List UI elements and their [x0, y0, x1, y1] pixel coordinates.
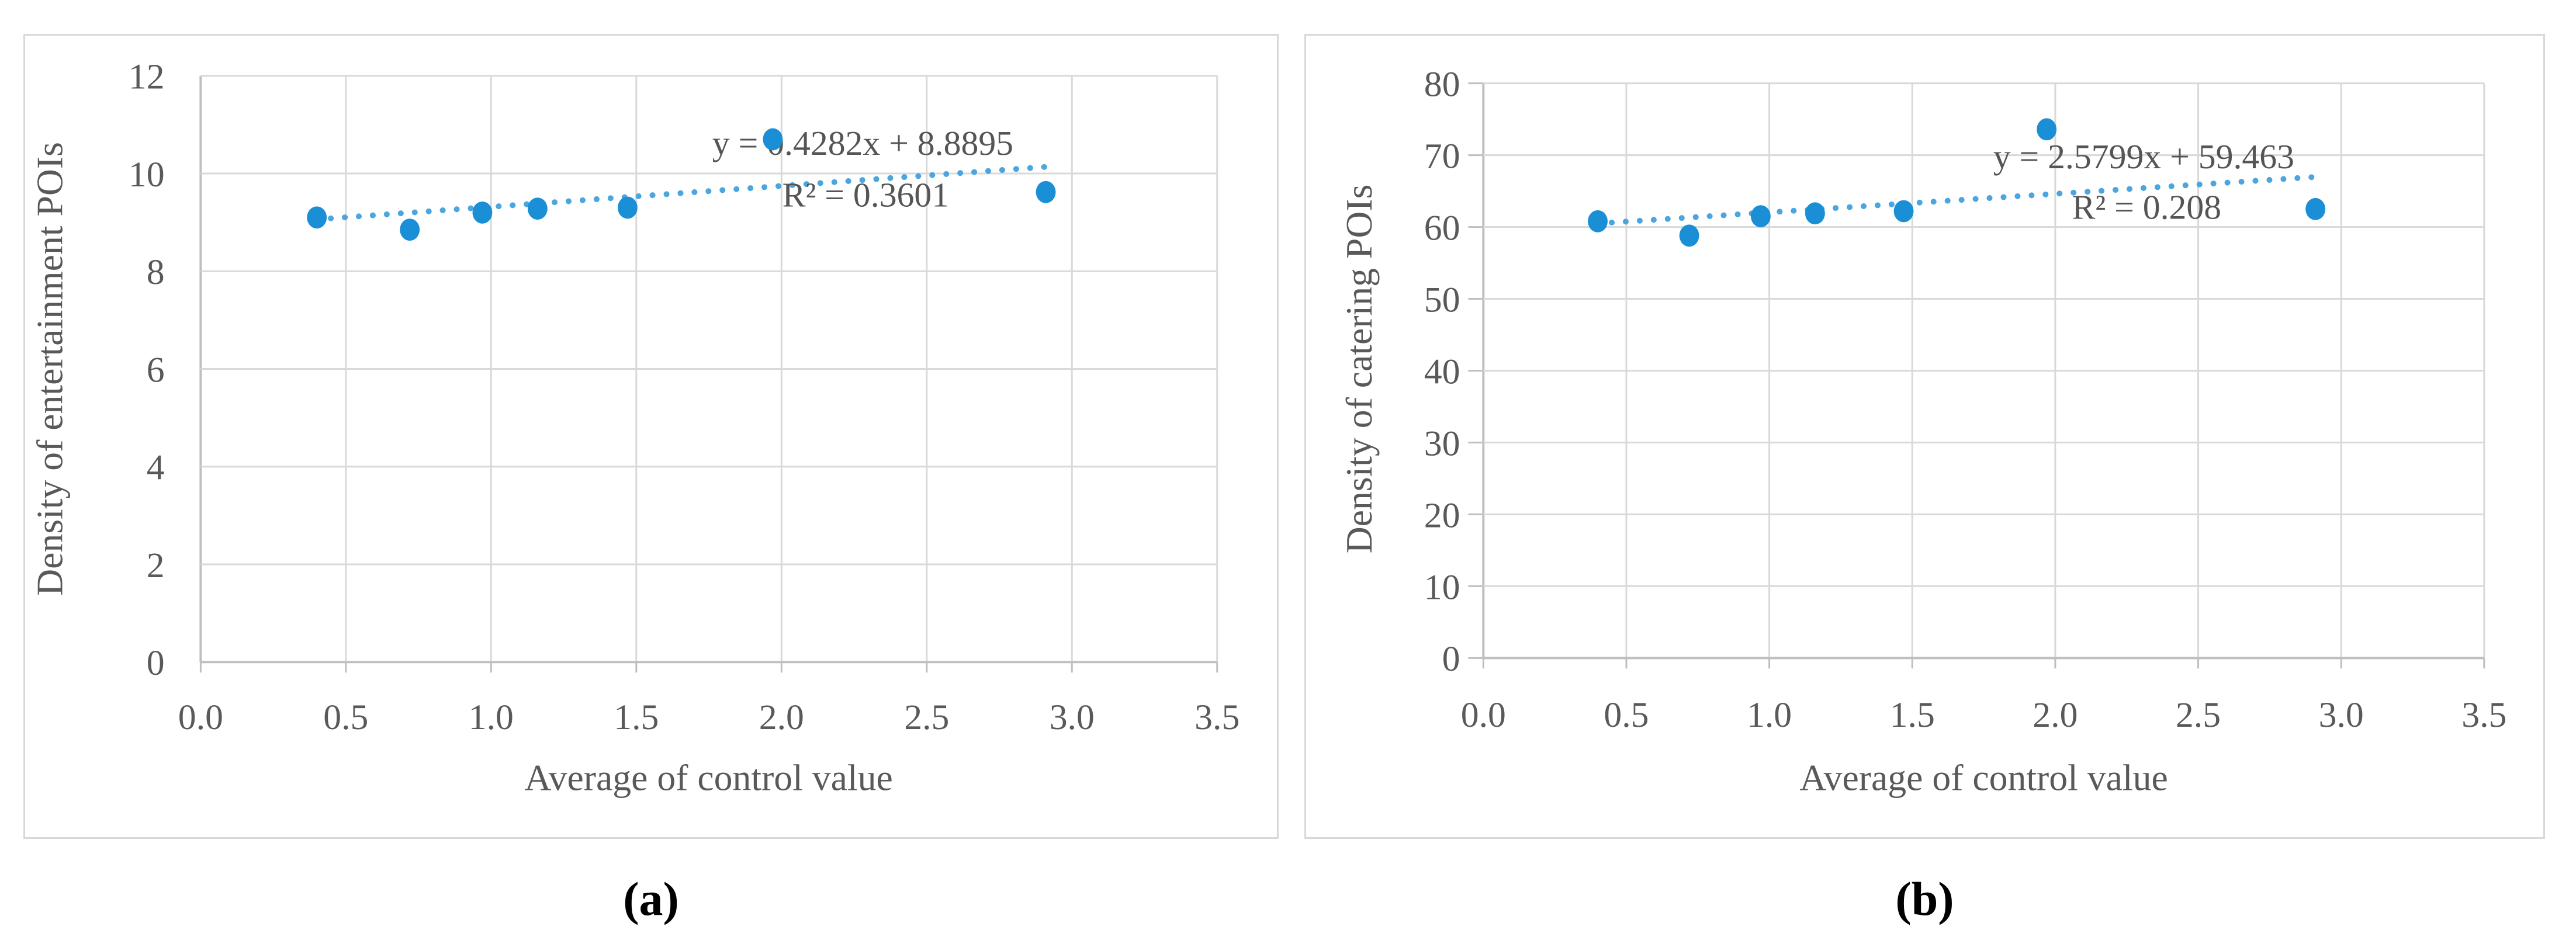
data-point — [1036, 181, 1056, 203]
data-point — [763, 128, 783, 151]
x-axis-title: Average of control value — [1799, 757, 2168, 798]
scatter-chart-entertainment: 0 2 4 6 8 10 12 0.0 0.5 1.0 1.5 2.0 2.5 3.0 3.5 Average… — [29, 57, 1239, 799]
x-tick-label: 0.5 — [1604, 695, 1649, 735]
data-point — [617, 196, 638, 219]
r-squared-label: R² = 0.3601 — [783, 176, 950, 214]
data-point — [1750, 205, 1771, 228]
x-tick-label: 0.0 — [178, 698, 223, 737]
data-point — [1588, 210, 1608, 233]
x-tick-label: 2.5 — [2176, 695, 2221, 735]
y-tick-label: 30 — [1424, 424, 1460, 463]
y-tick-label: 10 — [129, 155, 165, 195]
y-tick-label: 0 — [1442, 639, 1460, 679]
trendline-equation-label: y = 0.4282x + 8.8895 — [712, 124, 1013, 162]
data-point — [2037, 118, 2057, 141]
x-tick-label: 0.5 — [323, 698, 368, 737]
x-tick-label: 3.5 — [1194, 698, 1239, 737]
y-tick-label: 4 — [147, 448, 165, 488]
y-tick-label: 50 — [1424, 280, 1460, 320]
y-tick-label: 20 — [1424, 495, 1460, 535]
chart-panel-a: 0 2 4 6 8 10 12 0.0 0.5 1.0 1.5 2.0 2.5 3.0 3.5 Average… — [23, 34, 1279, 839]
y-tick-label: 2 — [147, 546, 165, 585]
y-axis-title: Density of catering POIs — [1338, 185, 1380, 554]
caption-b: (b) — [1895, 872, 1954, 925]
data-point — [400, 218, 420, 241]
y-tick-label: 0 — [147, 643, 165, 683]
y-tick-label: 6 — [147, 350, 165, 390]
y-tick-label: 80 — [1424, 65, 1460, 105]
x-tick-label: 2.5 — [904, 698, 949, 737]
x-tick-label: 1.0 — [469, 698, 514, 737]
data-point — [1679, 224, 1699, 247]
data-point — [472, 201, 493, 224]
y-tick-label: 40 — [1424, 352, 1460, 391]
trendline — [314, 164, 1049, 223]
y-axis-title: Density of entertainment POIs — [29, 142, 70, 596]
trendline-equation-label: y = 2.5799x + 59.463 — [1993, 137, 2294, 176]
x-tick-label: 3.5 — [2461, 695, 2506, 735]
data-point — [1893, 200, 1914, 223]
x-tick-label: 1.5 — [1890, 695, 1935, 735]
data-point — [307, 206, 327, 229]
x-tick-label: 1.5 — [614, 698, 659, 737]
y-tick-label: 12 — [129, 57, 165, 97]
data-point — [2305, 197, 2326, 220]
caption-a: (a) — [623, 872, 679, 925]
x-tick-label: 2.0 — [759, 698, 804, 737]
y-tick-label: 70 — [1424, 137, 1460, 176]
chart-panel-b: 0 10 20 30 40 50 60 70 80 0.0 0.5 1.0 1.5 2.0 2.5 3.0 3.… — [1304, 34, 2545, 839]
data-point — [1805, 202, 1825, 225]
x-tick-label: 3.0 — [1050, 698, 1095, 737]
r-squared-label: R² = 0.208 — [2072, 188, 2222, 227]
x-tick-label: 0.0 — [1461, 695, 1506, 735]
x-axis-title: Average of control value — [524, 757, 892, 798]
data-point — [527, 197, 548, 220]
x-tick-label: 1.0 — [1747, 695, 1792, 735]
scatter-chart-catering: 0 10 20 30 40 50 60 70 80 0.0 0.5 1.0 1.5 2.0 2.5 3.0 3.… — [1338, 65, 2506, 799]
y-tick-label: 60 — [1424, 208, 1460, 248]
x-tick-label: 2.0 — [2033, 695, 2078, 735]
y-tick-label: 10 — [1424, 567, 1460, 607]
y-tick-label: 8 — [147, 252, 165, 292]
x-tick-label: 3.0 — [2319, 695, 2364, 735]
